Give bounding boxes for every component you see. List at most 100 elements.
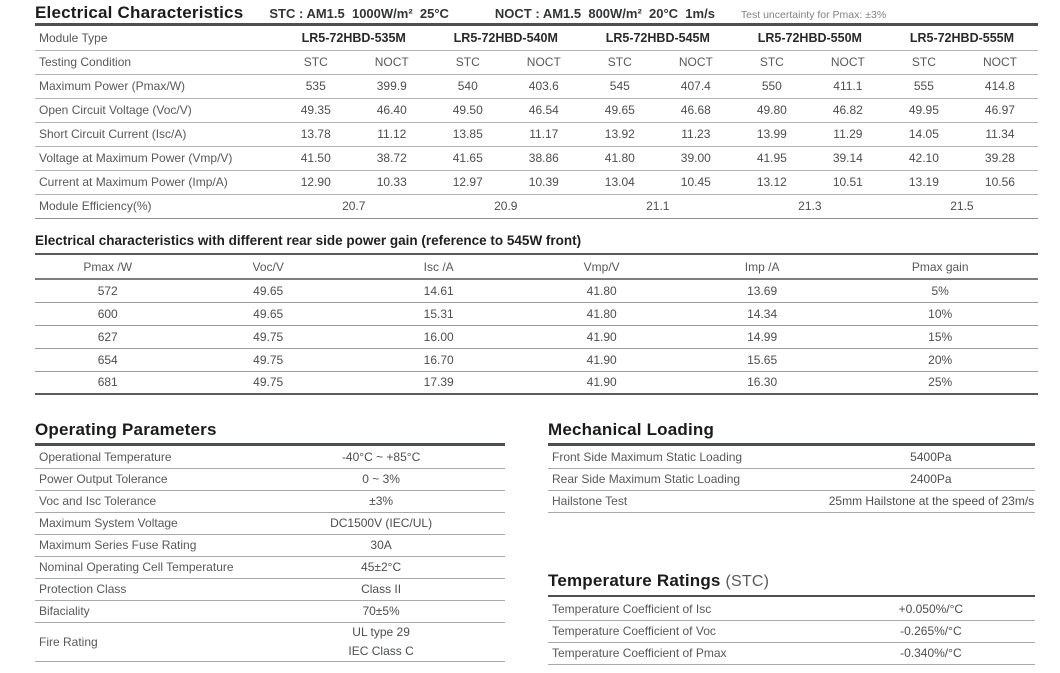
table-header-row: Pmax /W Voc/V Isc /A Vmp/V Imp /A Pmax gain <box>35 256 1038 280</box>
value-cell: 14.61 <box>355 279 522 303</box>
value-cell: 10.39 <box>505 170 582 195</box>
condition-cell: NOCT <box>809 50 886 75</box>
parameter-label: Temperature Coefficient of Voc <box>548 620 827 643</box>
value-cell: 10.56 <box>961 170 1038 195</box>
column-header: Pmax gain <box>842 256 1038 280</box>
mechanical-loading-title: Mechanical Loading <box>548 420 715 439</box>
value-cell: 13.99 <box>733 122 810 147</box>
parameter-value: -0.340%/°C <box>826 642 1035 665</box>
temperature-ratings-title: Temperature Ratings (STC) <box>548 571 769 591</box>
value-cell: 399.9 <box>353 74 430 99</box>
value-cell: 572 <box>35 279 181 303</box>
module-name: LR5-72HBD-545M <box>581 26 734 51</box>
value-cell: 13.19 <box>885 170 962 195</box>
value-cell: 49.75 <box>180 371 356 395</box>
value-cell: 550 <box>733 74 810 99</box>
value-cell: 12.90 <box>277 170 354 195</box>
header: Electrical Characteristics STC : AM1.5 1… <box>35 3 1038 23</box>
value-cell: 11.12 <box>353 122 430 147</box>
table-row: Front Side Maximum Static Loading 5400Pa <box>548 446 1035 469</box>
parameter-label: Temperature Coefficient of Isc <box>548 598 827 621</box>
parameter-label: Rear Side Maximum Static Loading <box>548 468 827 491</box>
parameter-value-line: UL type 29 <box>352 624 410 639</box>
parameter-label: Short Circuit Current (Isc/A) <box>35 122 278 147</box>
value-cell: 654 <box>35 348 181 372</box>
header-rule <box>35 23 1038 26</box>
value-cell: 41.90 <box>521 348 682 372</box>
parameter-value: DC1500V (IEC/UL) <box>257 512 505 535</box>
module-name: LR5-72HBD-540M <box>429 26 582 51</box>
column-header: Pmax /W <box>35 256 181 280</box>
value-cell: 15.65 <box>681 348 843 372</box>
module-type-label: Module Type <box>35 26 278 51</box>
temperature-ratings-body: Temperature Coefficient of Isc +0.050%/°C… <box>548 598 1035 665</box>
parameter-value-line: IEC Class C <box>348 643 414 658</box>
table-row: Maximum Series Fuse Rating 30A <box>35 534 505 557</box>
value-cell: 13.69 <box>681 279 843 303</box>
column-header: Voc/V <box>180 256 356 280</box>
parameter-value: 2400Pa <box>826 468 1035 491</box>
rear-gain-title: Electrical characteristics with differen… <box>35 233 582 248</box>
test-uncertainty-note: Test uncertainty for Pmax: ±3% <box>740 9 887 21</box>
value-cell: 49.35 <box>277 98 354 123</box>
value-cell: 39.00 <box>657 146 734 171</box>
condition-cell: STC <box>581 50 658 75</box>
value-cell: 10.51 <box>809 170 886 195</box>
stc-condition-text: STC : AM1.5 1000W/m² 25°C <box>269 6 449 21</box>
operating-parameters-rule <box>35 443 505 446</box>
value-cell: 46.40 <box>353 98 430 123</box>
value-cell: 13.92 <box>581 122 658 147</box>
table-row: Temperature Coefficient of Voc -0.265%/°C <box>548 620 1035 643</box>
value-cell: 10.45 <box>657 170 734 195</box>
parameter-label: Hailstone Test <box>548 490 827 513</box>
value-cell: 49.50 <box>429 98 506 123</box>
value-cell: 49.65 <box>180 279 356 303</box>
efficiency-cell: 21.5 <box>885 194 1038 219</box>
mechanical-loading-table: Front Side Maximum Static Loading 5400Pa R… <box>548 446 1035 513</box>
table-row: Testing Condition STC NOCT STC NOCT STC NOCT ST… <box>35 50 1038 75</box>
table-row: Maximum Power (Pmax/W) 535 399.9 540 403.6 54… <box>35 74 1038 99</box>
value-cell: 49.75 <box>180 325 356 349</box>
rear-gain-rule <box>35 253 1038 255</box>
value-cell: 13.04 <box>581 170 658 195</box>
column-header: Imp /A <box>681 256 843 280</box>
efficiency-cell: 20.7 <box>277 194 430 219</box>
value-cell: 41.90 <box>521 325 682 349</box>
temperature-ratings-title-suffix: (STC) <box>725 573 770 590</box>
efficiency-cell: 21.3 <box>733 194 886 219</box>
value-cell: 627 <box>35 325 181 349</box>
module-name: LR5-72HBD-555M <box>885 26 1038 51</box>
value-cell: 11.34 <box>961 122 1038 147</box>
value-cell: 681 <box>35 371 181 395</box>
table-row: Module Type LR5-72HBD-535M LR5-72HBD-540M L… <box>35 26 1038 51</box>
value-cell: 13.85 <box>429 122 506 147</box>
value-cell: 13.78 <box>277 122 354 147</box>
value-cell: 403.6 <box>505 74 582 99</box>
main-table-body: Module Type LR5-72HBD-535M LR5-72HBD-540M L… <box>35 26 1038 219</box>
noct-condition-text: NOCT : AM1.5 800W/m² 20°C 1m/s <box>494 6 715 21</box>
table-row: 572 49.65 14.61 41.80 13.69 5% <box>35 279 1038 303</box>
parameter-value: UL type 29 IEC Class C <box>257 622 505 662</box>
testing-condition-label: Testing Condition <box>35 50 278 75</box>
table-row: Operational Temperature -40°C ~ +85°C <box>35 446 505 469</box>
value-cell: 600 <box>35 302 181 326</box>
value-cell: 41.90 <box>521 371 682 395</box>
value-cell: 16.30 <box>681 371 843 395</box>
value-cell: 13.12 <box>733 170 810 195</box>
parameter-label: Voc and Isc Tolerance <box>35 490 258 513</box>
value-cell: 14.34 <box>681 302 843 326</box>
temperature-ratings-title-text: Temperature Ratings <box>548 571 721 590</box>
table-row: Nominal Operating Cell Temperature 45±2°C <box>35 556 505 579</box>
table-row: Voc and Isc Tolerance ±3% <box>35 490 505 513</box>
mechanical-loading-rule <box>548 443 1035 446</box>
module-name: LR5-72HBD-535M <box>277 26 430 51</box>
value-cell: 49.75 <box>180 348 356 372</box>
temperature-ratings-table: Temperature Coefficient of Isc +0.050%/°C… <box>548 598 1035 665</box>
value-cell: 14.05 <box>885 122 962 147</box>
parameter-label: Maximum Power (Pmax/W) <box>35 74 278 99</box>
table-row: Temperature Coefficient of Pmax -0.340%/°… <box>548 642 1035 665</box>
value-cell: 46.82 <box>809 98 886 123</box>
value-cell: 10% <box>842 302 1038 326</box>
value-cell: 414.8 <box>961 74 1038 99</box>
